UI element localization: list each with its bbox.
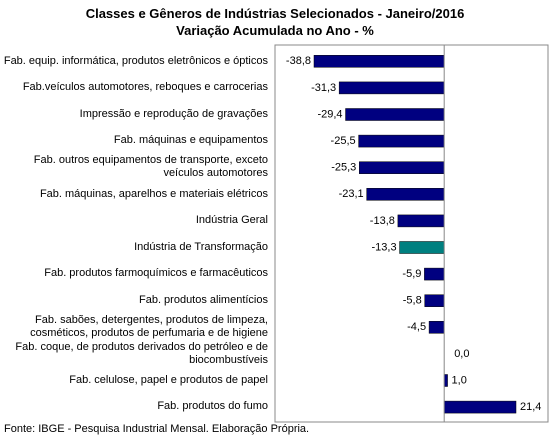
data-label: -4,5 bbox=[407, 321, 426, 333]
chart-title: Classes e Gêneros de Indústrias Selecion… bbox=[85, 6, 465, 21]
category-label: Fab. coque, de produtos derivados do pet… bbox=[15, 340, 268, 366]
bar bbox=[345, 108, 445, 121]
category-label: Fab. celulose, papel e produtos de papel bbox=[69, 373, 268, 386]
bar bbox=[359, 161, 445, 174]
category-label: Fab.veículos automotores, reboques e car… bbox=[22, 81, 268, 94]
chart-subtitle: Variação Acumulada no Ano - % bbox=[176, 23, 374, 38]
bar bbox=[428, 321, 445, 334]
data-label: 0,0 bbox=[454, 348, 469, 360]
source: Fonte: IBGE - Pesquisa Industrial Mensal… bbox=[4, 423, 310, 435]
category-label: Fab. produtos do fumo bbox=[157, 400, 268, 413]
bar bbox=[338, 81, 445, 95]
data-label: -13,3 bbox=[371, 241, 396, 253]
data-label: -5,8 bbox=[403, 295, 422, 307]
bar bbox=[399, 241, 445, 254]
plot-border bbox=[274, 44, 549, 423]
category-label: Impressão e reprodução de gravações bbox=[79, 107, 268, 120]
bar bbox=[443, 374, 448, 387]
category-label: Indústria de Transformação bbox=[134, 240, 268, 253]
data-label: -23,1 bbox=[339, 188, 364, 200]
data-label: -31,3 bbox=[311, 82, 336, 94]
bar bbox=[313, 55, 445, 68]
bar bbox=[424, 294, 445, 307]
data-label: 21,4 bbox=[520, 401, 541, 413]
data-label: -38,8 bbox=[286, 55, 311, 67]
category-label: Fab. sabões, detergentes, produtos de li… bbox=[30, 314, 268, 339]
category-label: Fab. máquinas, aparelhos e materiais elé… bbox=[39, 187, 268, 200]
data-label: 1,0 bbox=[452, 374, 467, 386]
bar bbox=[443, 400, 517, 414]
category-label: Fab. equip. informática, produtos eletrô… bbox=[3, 54, 268, 67]
data-label: -29,4 bbox=[317, 108, 342, 120]
category-label: Fab. outros equipamentos de transporte, … bbox=[33, 154, 268, 180]
category-label: Fab. produtos farmoquímicos e farmacêuti… bbox=[44, 267, 268, 280]
bar bbox=[424, 267, 445, 281]
bar bbox=[397, 214, 445, 228]
data-label: -13,8 bbox=[370, 215, 395, 227]
data-label: -5,9 bbox=[402, 268, 421, 280]
bar bbox=[358, 134, 445, 148]
data-label: -25,3 bbox=[331, 162, 356, 174]
bar bbox=[366, 188, 445, 201]
category-label: Fab. máquinas e equipamentos bbox=[113, 134, 268, 147]
category-label: Indústria Geral bbox=[195, 214, 268, 227]
data-label: -25,5 bbox=[331, 135, 356, 147]
category-label: Fab. produtos alimentícios bbox=[138, 293, 268, 306]
